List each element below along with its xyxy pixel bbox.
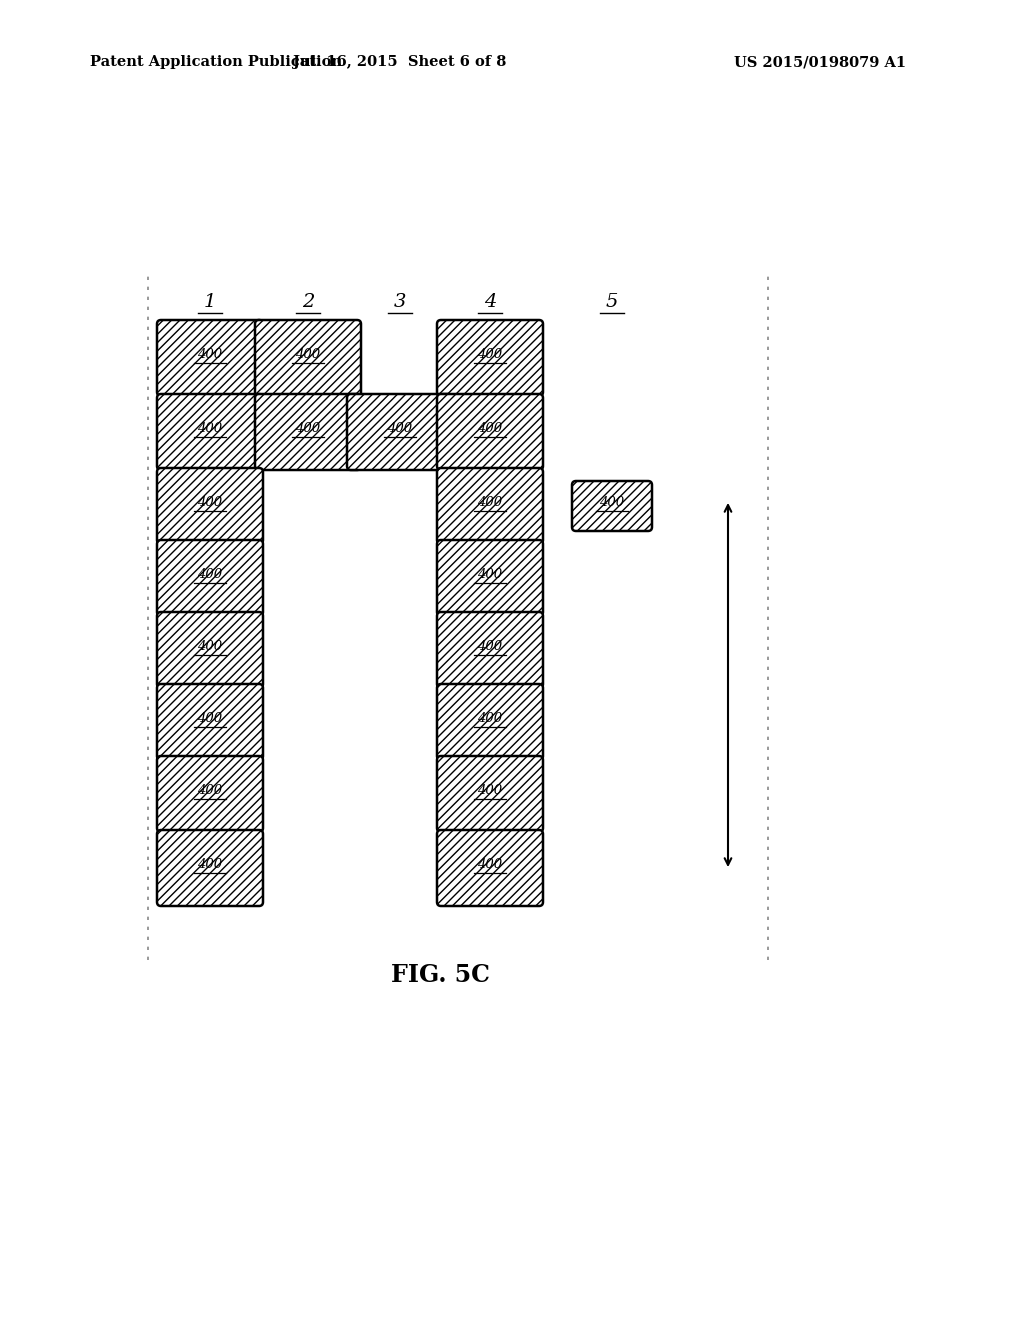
Text: Patent Application Publication: Patent Application Publication [90,55,342,69]
Text: 400: 400 [477,639,503,652]
Text: 400: 400 [477,568,503,581]
FancyBboxPatch shape [157,830,263,906]
Text: 400: 400 [198,421,222,434]
Text: US 2015/0198079 A1: US 2015/0198079 A1 [734,55,906,69]
Text: 400: 400 [198,495,222,508]
FancyBboxPatch shape [437,469,543,544]
Text: 400: 400 [477,347,503,360]
FancyBboxPatch shape [572,480,652,531]
FancyBboxPatch shape [437,540,543,616]
Text: 400: 400 [477,784,503,796]
Text: FIG. 5C: FIG. 5C [391,964,489,987]
Text: 400: 400 [198,347,222,360]
Text: 400: 400 [477,421,503,434]
Text: 5: 5 [606,293,618,312]
FancyBboxPatch shape [347,393,453,470]
FancyBboxPatch shape [157,612,263,688]
FancyBboxPatch shape [437,393,543,470]
FancyBboxPatch shape [437,756,543,832]
FancyBboxPatch shape [255,319,361,396]
Text: 400: 400 [198,711,222,725]
FancyBboxPatch shape [157,469,263,544]
Text: 400: 400 [198,639,222,652]
Text: 400: 400 [198,858,222,870]
FancyBboxPatch shape [157,540,263,616]
FancyBboxPatch shape [437,612,543,688]
Text: 400: 400 [198,568,222,581]
FancyBboxPatch shape [157,319,263,396]
Text: 400: 400 [296,421,321,434]
Text: 400: 400 [477,858,503,870]
Text: Jul. 16, 2015  Sheet 6 of 8: Jul. 16, 2015 Sheet 6 of 8 [293,55,507,69]
Text: 400: 400 [477,711,503,725]
Text: 3: 3 [394,293,407,312]
Text: 400: 400 [198,784,222,796]
FancyBboxPatch shape [157,756,263,832]
FancyBboxPatch shape [437,830,543,906]
FancyBboxPatch shape [437,319,543,396]
Text: 4: 4 [483,293,497,312]
Text: 400: 400 [296,347,321,360]
Text: 1: 1 [204,293,216,312]
Text: 400: 400 [477,495,503,508]
FancyBboxPatch shape [437,684,543,760]
FancyBboxPatch shape [157,393,263,470]
FancyBboxPatch shape [157,684,263,760]
Text: 400: 400 [599,495,625,508]
Text: 400: 400 [387,421,413,434]
FancyBboxPatch shape [255,393,361,470]
Text: 2: 2 [302,293,314,312]
